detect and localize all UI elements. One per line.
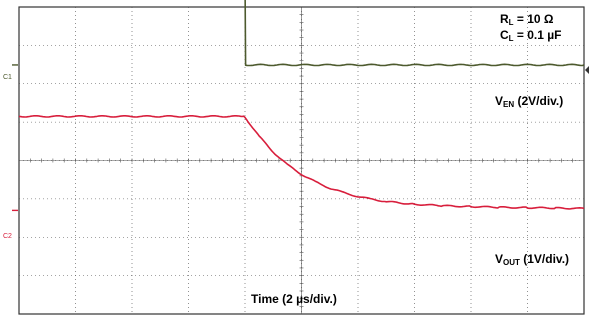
load-capacitance-subscript: L bbox=[508, 34, 514, 43]
channel-1-marker: C1 bbox=[3, 74, 12, 81]
load-resistance-symbol: R bbox=[500, 12, 509, 26]
vout-symbol: V bbox=[495, 252, 504, 266]
load-resistance-value: = 10 Ω bbox=[513, 12, 554, 26]
trace-c1 bbox=[244, 0, 585, 67]
ven-scale: (2V/div.) bbox=[514, 94, 564, 108]
load-resistance-subscript: L bbox=[508, 18, 514, 27]
vout-subscript: OUT bbox=[503, 258, 520, 267]
ven-symbol: V bbox=[495, 94, 504, 108]
ven-series-label: VEN (2V/div.) bbox=[495, 94, 564, 109]
load-capacitance-label: CL = 0.1 µF bbox=[500, 28, 562, 43]
trace-c2 bbox=[18, 115, 585, 210]
trigger-level-marker bbox=[585, 66, 589, 74]
channel-2-marker: C2 bbox=[3, 233, 12, 240]
vout-series-label: VOUT (1V/div.) bbox=[495, 252, 570, 267]
traces bbox=[12, 0, 585, 212]
load-capacitance-symbol: C bbox=[500, 28, 509, 42]
load-resistance-label: RL = 10 Ω bbox=[500, 12, 554, 27]
x-axis-label: Time (2 µs/div.) bbox=[251, 292, 337, 306]
ven-subscript: EN bbox=[503, 100, 515, 109]
load-capacitance-value: = 0.1 µF bbox=[513, 28, 562, 42]
graticule bbox=[19, 7, 584, 314]
vout-scale: (1V/div.) bbox=[519, 252, 570, 266]
